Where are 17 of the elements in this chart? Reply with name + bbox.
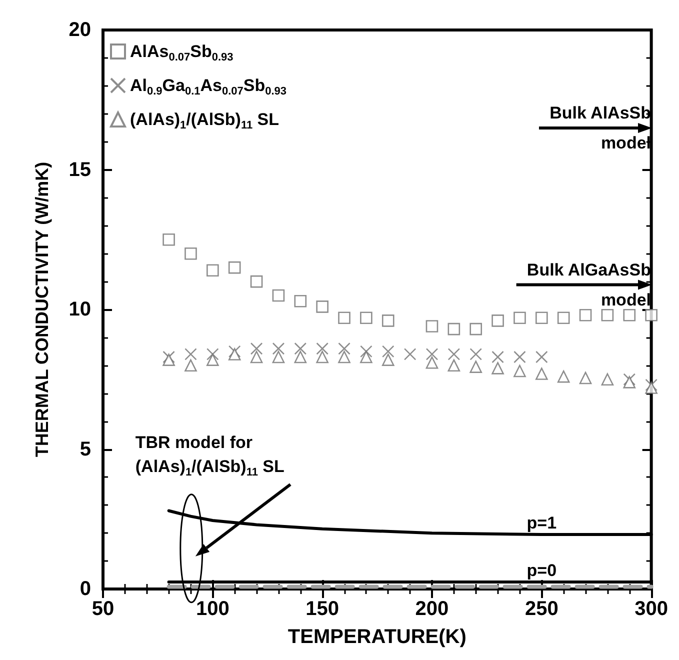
- y-tick-label: 20: [68, 19, 91, 41]
- y-tick-label: 10: [68, 298, 91, 320]
- y-tick-label: 5: [80, 438, 91, 460]
- x-tick-label: 200: [415, 598, 449, 620]
- annotation: p=1: [526, 513, 557, 532]
- x-tick-label: 250: [524, 598, 558, 620]
- x-tick-label: 300: [634, 598, 668, 620]
- x-axis-title: TEMPERATURE(K): [288, 626, 466, 648]
- annotation: p=0: [526, 561, 557, 580]
- x-tick-label: 150: [306, 598, 340, 620]
- x-tick-label: 50: [92, 598, 114, 620]
- y-tick-label: 15: [68, 158, 91, 181]
- annotation: Bulk AlAsSb model: [550, 104, 651, 152]
- x-tick-label: 100: [196, 598, 230, 620]
- y-tick-label: 0: [80, 578, 91, 600]
- y-axis-title: THERMAL CONDUCTIVITY (W/mK): [32, 162, 52, 458]
- annotation: Bulk AlGaAsSb model: [526, 260, 651, 310]
